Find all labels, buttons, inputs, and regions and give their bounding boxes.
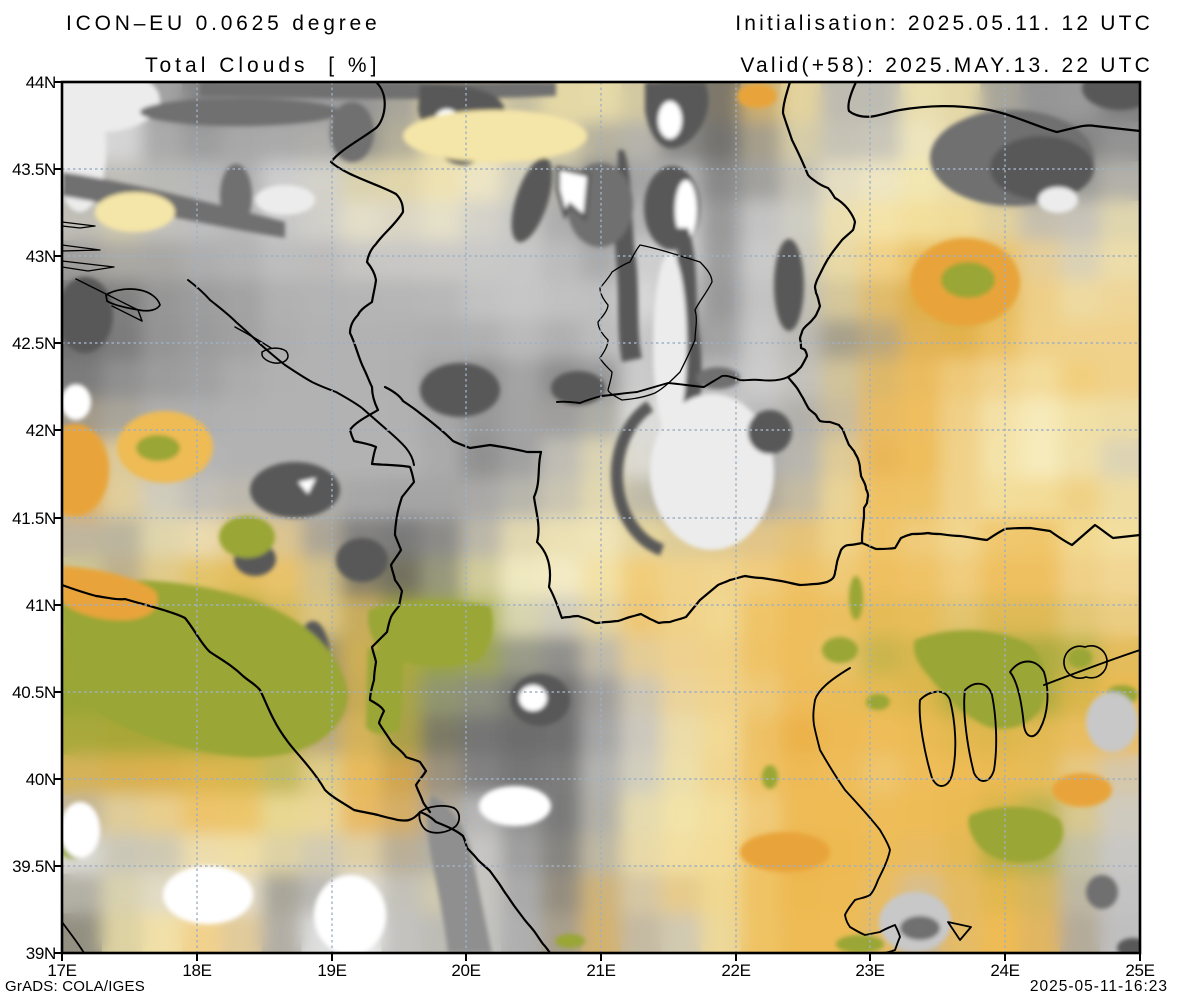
svg-text:23E: 23E bbox=[855, 961, 884, 980]
svg-text:ICON–EU 0.0625 degree: ICON–EU 0.0625 degree bbox=[66, 12, 380, 35]
svg-text:2025-05-11-16:23: 2025-05-11-16:23 bbox=[1030, 978, 1168, 995]
svg-text:19E: 19E bbox=[317, 961, 346, 980]
svg-text:20E: 20E bbox=[451, 961, 480, 980]
svg-text:41.5N: 41.5N bbox=[12, 509, 56, 528]
svg-text:42N: 42N bbox=[26, 421, 56, 440]
svg-text:Initialisation: 2025.05.11. 12: Initialisation: 2025.05.11. 12 UTC bbox=[735, 12, 1153, 35]
svg-text:41N: 41N bbox=[26, 596, 56, 615]
svg-text:43.5N: 43.5N bbox=[12, 160, 56, 179]
svg-text:39N: 39N bbox=[26, 944, 56, 963]
svg-text:24E: 24E bbox=[990, 961, 1019, 980]
svg-text:25E: 25E bbox=[1125, 961, 1154, 980]
svg-text:17E: 17E bbox=[47, 961, 76, 980]
svg-text:44N: 44N bbox=[26, 73, 56, 92]
svg-text:40.5N: 40.5N bbox=[12, 683, 56, 702]
svg-text:40N: 40N bbox=[26, 770, 56, 789]
svg-text:43N: 43N bbox=[26, 247, 56, 266]
svg-text:Total Clouds [ %]: Total Clouds [ %] bbox=[145, 54, 380, 77]
svg-text:39.5N: 39.5N bbox=[12, 857, 56, 876]
svg-text:42.5N: 42.5N bbox=[12, 334, 56, 353]
svg-text:18E: 18E bbox=[182, 961, 211, 980]
svg-text:Valid(+58): 2025.MAY.13. 22 UT: Valid(+58): 2025.MAY.13. 22 UTC bbox=[740, 54, 1153, 77]
svg-text:21E: 21E bbox=[586, 961, 615, 980]
svg-text:22E: 22E bbox=[721, 961, 750, 980]
svg-text:GrADS: COLA/IGES: GrADS: COLA/IGES bbox=[5, 978, 145, 995]
